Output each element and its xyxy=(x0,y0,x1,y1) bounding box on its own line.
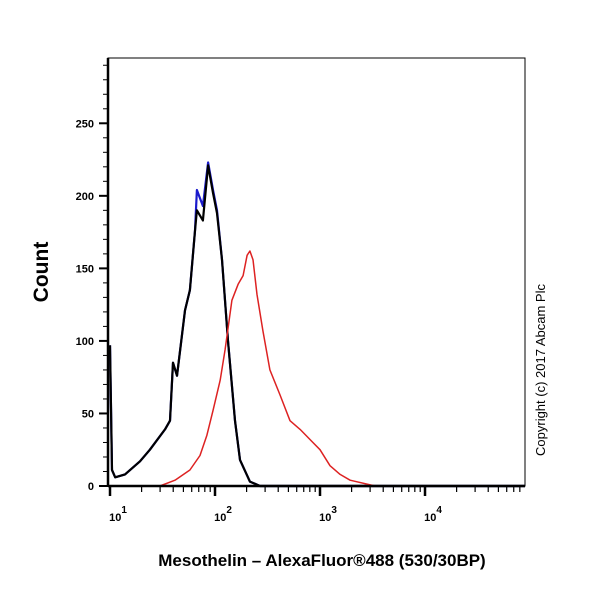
x-tick-base: 10 xyxy=(424,512,436,524)
x-tick-exponent: 2 xyxy=(226,505,232,516)
x-tick-base: 10 xyxy=(319,512,331,524)
y-tick-label: 200 xyxy=(76,191,94,203)
x-tick-exponent: 3 xyxy=(331,505,337,516)
y-tick-label: 250 xyxy=(76,118,94,130)
x-tick-label: 104 xyxy=(424,505,442,524)
x-tick-exponent: 1 xyxy=(121,505,127,516)
x-tick-exponent: 4 xyxy=(436,505,442,516)
series-line-2 xyxy=(110,250,525,487)
x-axis-label: Mesothelin – AlexaFluor®488 (530/30BP) xyxy=(158,551,485,570)
y-tick-label: 0 xyxy=(88,481,94,493)
y-tick-label: 150 xyxy=(76,263,94,275)
y-tick-label: 50 xyxy=(82,408,94,420)
x-tick-base: 10 xyxy=(109,512,121,524)
x-tick-label: 103 xyxy=(319,505,337,524)
y-tick-label: 100 xyxy=(76,336,94,348)
x-tick-label: 102 xyxy=(214,505,232,524)
x-tick-label: 101 xyxy=(109,505,127,524)
copyright-annotation: Copyright (c) 2017 Abcam Plc xyxy=(533,284,548,456)
x-tick-base: 10 xyxy=(214,512,226,524)
y-axis-label: Count xyxy=(30,242,53,303)
series-line-0 xyxy=(108,161,525,488)
series-line-1 xyxy=(108,164,525,488)
